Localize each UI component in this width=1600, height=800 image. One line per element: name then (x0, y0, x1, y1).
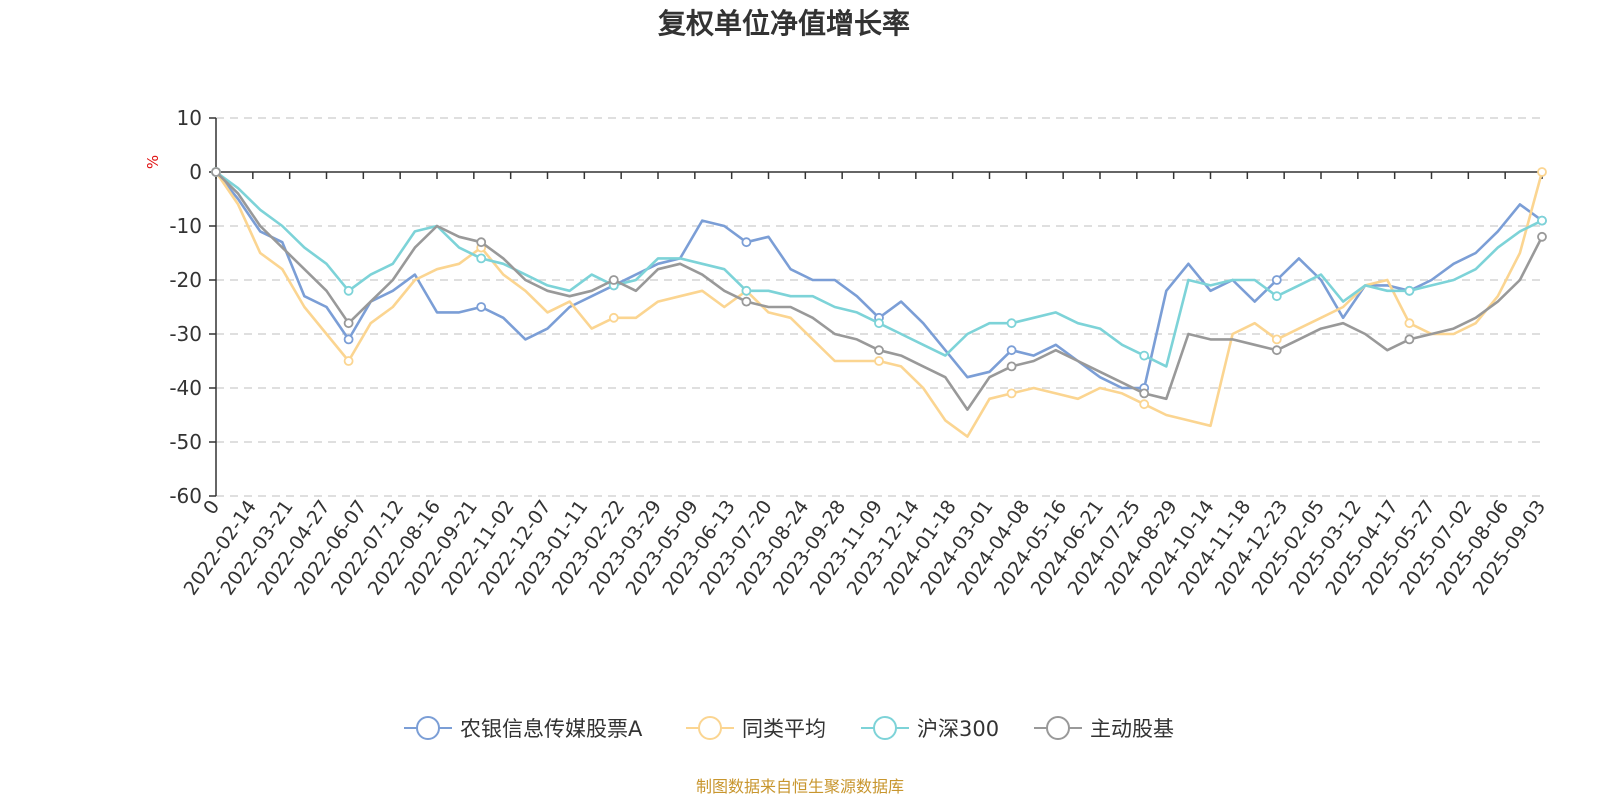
series (211, 167, 1547, 438)
series-point (1139, 388, 1150, 399)
legend-item[interactable]: 农银信息传媒股票A (404, 716, 643, 741)
series-point (1537, 231, 1547, 242)
legend-marker (698, 716, 722, 740)
series-point (1271, 334, 1282, 345)
series-point (1271, 345, 1282, 356)
series-point (343, 285, 354, 296)
legend-label: 沪深300 (917, 717, 999, 741)
series-point (874, 345, 884, 356)
series-line (215, 170, 1543, 368)
y-tick-label: -20 (169, 268, 202, 292)
series-point (1404, 285, 1415, 296)
series-point (1404, 334, 1415, 345)
y-axis-unit: % (144, 155, 162, 169)
series-point (476, 237, 487, 248)
series-point (608, 312, 619, 323)
series-point (343, 318, 354, 329)
chart-title: 复权单位净值增长率 (658, 7, 910, 40)
series-line (214, 171, 1544, 438)
series-point (1537, 167, 1547, 177)
series-point (1006, 361, 1017, 372)
y-tick-label: -10 (169, 214, 202, 238)
series-point (1271, 275, 1282, 285)
series-point (1404, 318, 1415, 329)
y-tick-label: 10 (177, 106, 202, 130)
series-point (1006, 318, 1017, 329)
series-point (874, 318, 884, 329)
series-line (215, 171, 1544, 411)
grid (216, 117, 1542, 497)
source-note: 制图数据来自恒生聚源数据库 (696, 777, 904, 796)
series-point (608, 275, 619, 285)
legend-label: 同类平均 (742, 717, 826, 741)
y-ticks: 10 0 -10 -20 -30 -40 -50 -60 (169, 106, 216, 508)
series-point (211, 167, 221, 177)
legend-item[interactable]: 主动股基 (1034, 716, 1174, 741)
legend-item[interactable]: 沪深300 (861, 716, 999, 741)
y-tick-label: -30 (169, 322, 202, 346)
legend-item[interactable]: 同类平均 (686, 716, 826, 741)
series-point (343, 334, 354, 345)
series-point (741, 296, 752, 307)
y-tick-label: 0 (189, 160, 202, 184)
legend: 农银信息传媒股票A 同类平均 沪深300 主动股基 (404, 716, 1174, 741)
series-point (741, 237, 752, 248)
legend-label: 主动股基 (1090, 717, 1174, 741)
series-point (1006, 388, 1017, 399)
y-tick-label: -40 (169, 376, 202, 400)
series-point (1271, 291, 1282, 302)
legend-marker (1046, 716, 1070, 740)
x-ticks: 02022-02-142022-03-212022-04-272022-06-0… (180, 172, 1550, 599)
x-tick-label: 0 (199, 496, 224, 519)
y-tick-label: -50 (169, 430, 202, 454)
series-point (343, 356, 354, 366)
legend-marker (416, 716, 440, 740)
series-point (1006, 345, 1017, 356)
legend-label: 农银信息传媒股票A (460, 717, 643, 741)
y-tick-label: -60 (169, 484, 202, 508)
legend-marker (873, 716, 897, 740)
series-point (741, 285, 752, 296)
series-point (874, 356, 884, 366)
series-point (1139, 399, 1150, 410)
series-point (1537, 215, 1547, 226)
series-point (476, 302, 487, 312)
series-point (476, 253, 487, 264)
series-point (1139, 350, 1150, 361)
